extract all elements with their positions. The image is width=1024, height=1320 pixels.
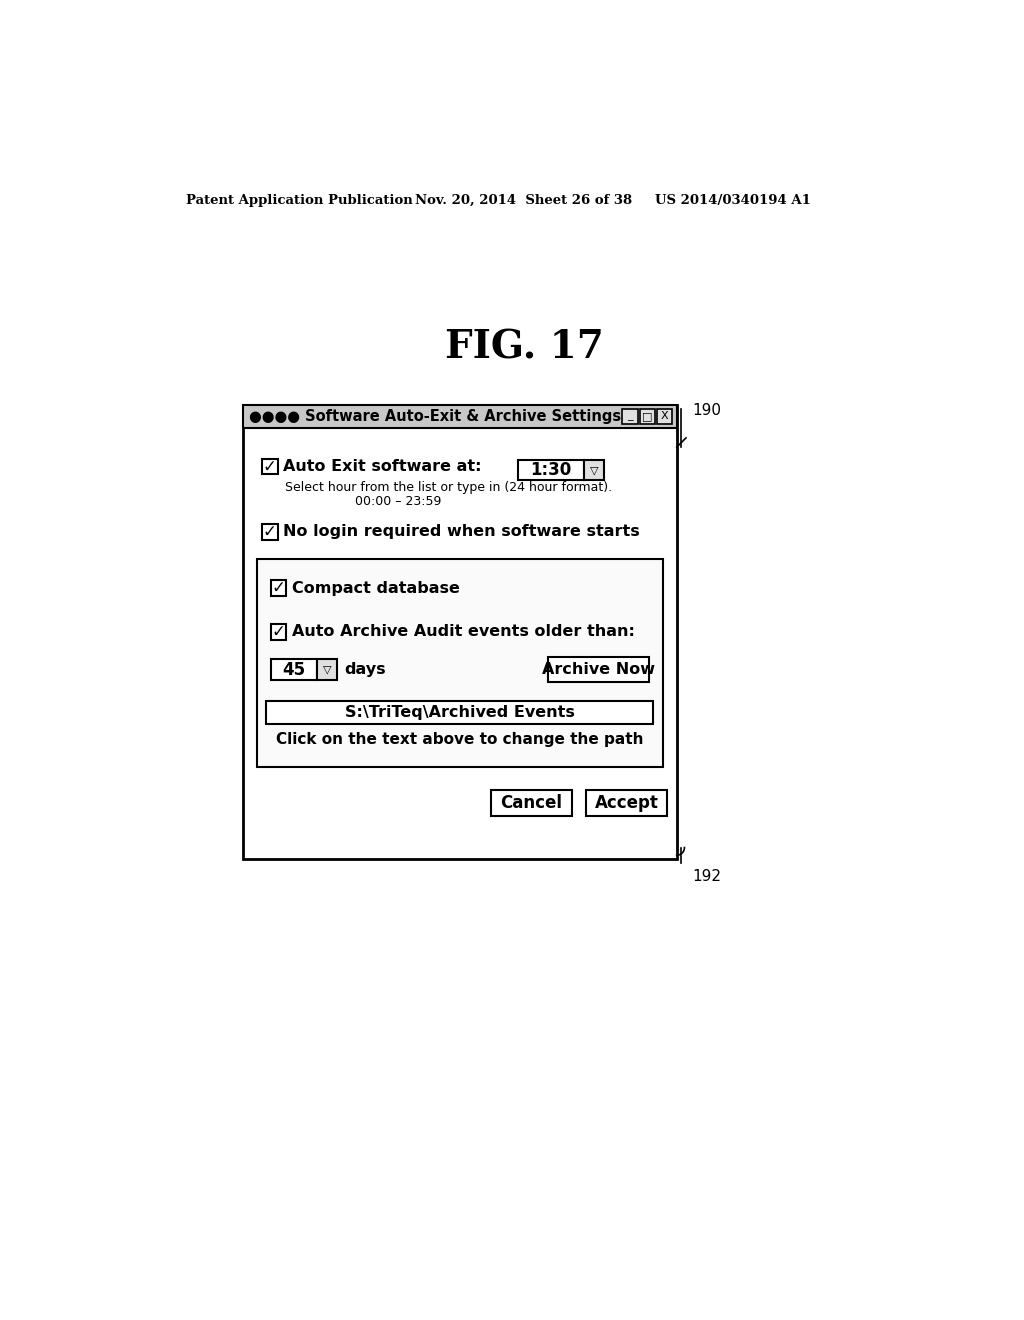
Bar <box>270 624 286 640</box>
Text: 00:00 – 23:59: 00:00 – 23:59 <box>354 495 441 508</box>
Text: US 2014/0340194 A1: US 2014/0340194 A1 <box>655 194 811 207</box>
Text: 1:30: 1:30 <box>530 461 571 479</box>
Bar <box>270 581 286 595</box>
Bar <box>266 701 653 725</box>
Text: Accept: Accept <box>595 793 658 812</box>
Text: S:\TriTeq\Archived Events: S:\TriTeq\Archived Events <box>345 705 574 721</box>
Text: FIG. 17: FIG. 17 <box>445 329 604 366</box>
Text: Click on the text above to change the path: Click on the text above to change the pa… <box>275 733 643 747</box>
Bar <box>584 461 604 480</box>
Bar <box>518 461 584 480</box>
Bar <box>243 405 677 428</box>
Bar <box>490 789 572 816</box>
Text: Nov. 20, 2014  Sheet 26 of 38: Nov. 20, 2014 Sheet 26 of 38 <box>415 194 632 207</box>
Text: No login required when software starts: No login required when software starts <box>283 524 640 540</box>
Text: X: X <box>660 412 668 421</box>
Bar <box>586 789 668 816</box>
Text: Auto Archive Audit events older than:: Auto Archive Audit events older than: <box>292 624 635 639</box>
Text: 45: 45 <box>283 661 305 678</box>
Bar <box>656 409 672 424</box>
Text: Patent Application Publication: Patent Application Publication <box>186 194 413 207</box>
Text: Archive Now: Archive Now <box>542 663 655 677</box>
Text: Compact database: Compact database <box>292 581 460 595</box>
Bar <box>262 459 278 474</box>
Text: Cancel: Cancel <box>501 793 562 812</box>
Text: ✓: ✓ <box>263 458 276 475</box>
Text: ▽: ▽ <box>323 665 332 675</box>
Bar <box>317 659 337 681</box>
Text: days: days <box>344 663 386 677</box>
Text: □: □ <box>642 412 652 421</box>
Text: ▽: ▽ <box>590 465 598 475</box>
Bar <box>243 405 677 859</box>
Text: ●●●● Software Auto-Exit & Archive Settings: ●●●● Software Auto-Exit & Archive Settin… <box>249 409 621 424</box>
Text: 192: 192 <box>692 869 721 883</box>
Text: Auto Exit software at:: Auto Exit software at: <box>283 459 481 474</box>
Bar <box>257 558 663 767</box>
Bar <box>262 524 278 540</box>
Bar <box>270 659 317 681</box>
Text: Select hour from the list or type in (24 hour format).: Select hour from the list or type in (24… <box>286 482 612 495</box>
Bar <box>548 657 649 682</box>
Text: ✓: ✓ <box>271 579 286 597</box>
Bar <box>640 409 655 424</box>
Bar <box>623 409 638 424</box>
Text: 190: 190 <box>692 404 721 418</box>
Text: _: _ <box>628 412 633 421</box>
Text: ✓: ✓ <box>263 523 276 541</box>
Text: ✓: ✓ <box>271 623 286 642</box>
